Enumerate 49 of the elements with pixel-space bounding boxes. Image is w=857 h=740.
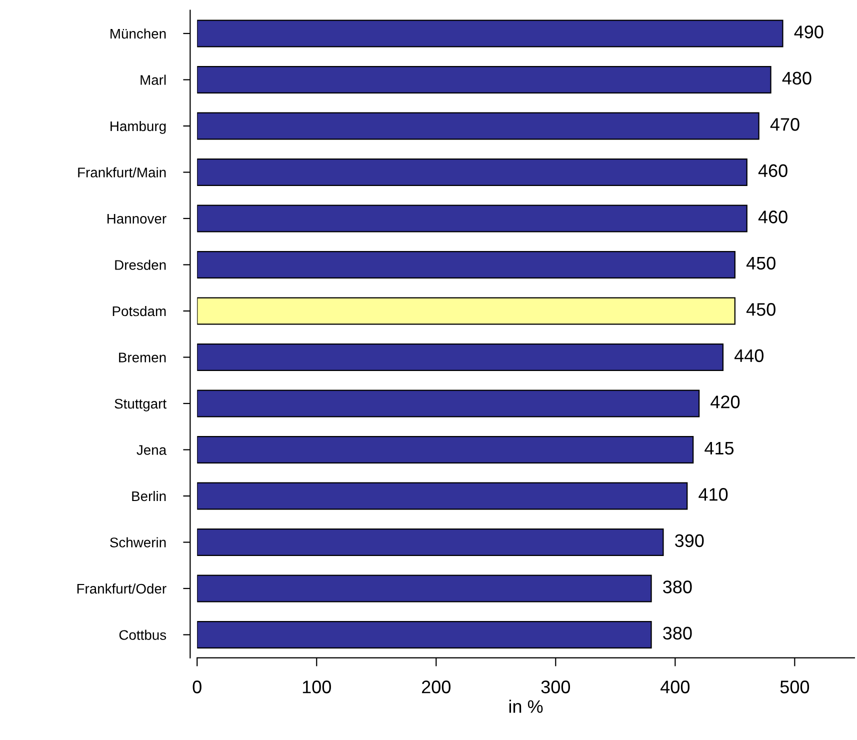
x-tick-label: 0	[192, 680, 202, 694]
y-tick-label: Cottbus	[119, 630, 166, 640]
bar	[197, 297, 736, 325]
data-label: 450	[746, 303, 776, 316]
data-label: 420	[710, 396, 740, 408]
data-label: 480	[782, 72, 812, 85]
y-tick-label: Potsdam	[112, 306, 166, 316]
bar	[197, 158, 748, 186]
x-tick-label: 100	[302, 680, 331, 694]
y-tick-label: Hamburg	[110, 120, 166, 134]
bar	[197, 204, 748, 232]
bar	[197, 621, 652, 648]
bar	[197, 112, 760, 140]
data-label: 460	[758, 164, 788, 178]
data-label: 440	[734, 349, 764, 362]
y-tick-label: Frankfurt/Main	[78, 167, 166, 178]
data-label: 470	[770, 118, 800, 131]
x-tick-label: 300	[541, 680, 570, 694]
y-tick-label: Berlin	[132, 490, 166, 502]
x-tick-label: 400	[660, 680, 690, 694]
bar	[197, 251, 736, 278]
bar	[197, 436, 694, 464]
y-tick-label: Hannover	[107, 214, 166, 224]
x-tick-label: 500	[780, 680, 810, 694]
bar	[197, 574, 652, 602]
data-label: 390	[675, 534, 704, 548]
data-label: 410	[698, 488, 728, 501]
x-axis-title: in %	[509, 700, 543, 713]
y-tick-label: Stuttgart	[114, 398, 166, 412]
y-tick-label: Frankfurt/Oder	[77, 583, 166, 594]
y-tick-label: München	[110, 28, 166, 39]
bar	[197, 482, 688, 510]
bar	[197, 390, 700, 418]
y-tick-label: Bremen	[119, 352, 166, 362]
bar	[197, 344, 724, 371]
data-label: 490	[794, 26, 824, 38]
bar	[197, 20, 784, 48]
bar	[197, 66, 772, 94]
data-label: 460	[758, 210, 788, 224]
data-label: 380	[663, 580, 692, 594]
bar	[197, 528, 664, 556]
data-label: 450	[746, 256, 776, 270]
data-label: 415	[704, 442, 734, 455]
y-tick-label: Jena	[136, 445, 167, 455]
y-tick-label: Dresden	[115, 260, 166, 270]
y-tick-label: Marl	[140, 74, 166, 85]
y-tick-label: Schwerin	[110, 537, 166, 548]
x-tick-label: 200	[422, 680, 450, 694]
data-label: 380	[663, 626, 692, 640]
